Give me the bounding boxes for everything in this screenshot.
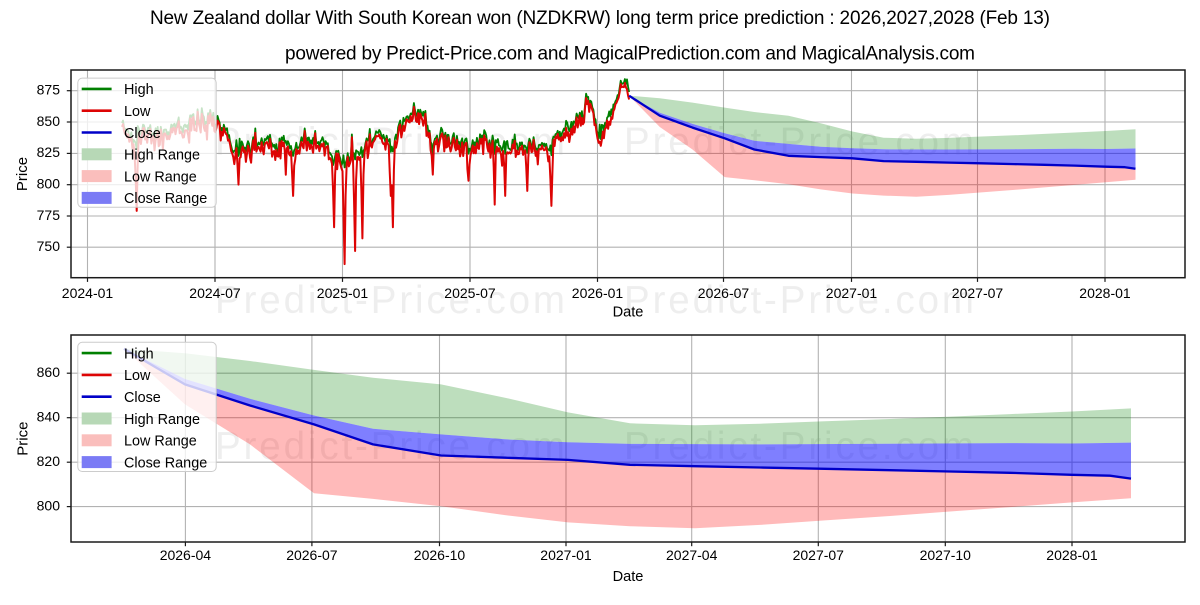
svg-text:2027-07: 2027-07: [952, 285, 1004, 301]
svg-text:850: 850: [37, 113, 61, 129]
svg-text:2025-01: 2025-01: [317, 285, 369, 301]
svg-text:High Range: High Range: [124, 412, 200, 428]
svg-text:2024-01: 2024-01: [62, 285, 114, 301]
svg-text:Close: Close: [124, 390, 161, 406]
svg-text:Price: Price: [14, 157, 31, 191]
svg-text:Close: Close: [124, 126, 161, 142]
svg-text:Price: Price: [14, 422, 31, 456]
svg-text:Date: Date: [613, 305, 644, 321]
svg-text:825: 825: [37, 144, 61, 160]
svg-text:Predict-Price.com: Predict-Price.com: [624, 279, 974, 322]
svg-text:840: 840: [37, 409, 61, 425]
svg-text:2026-01: 2026-01: [572, 285, 624, 301]
svg-text:750: 750: [37, 238, 61, 254]
svg-text:2028-01: 2028-01: [1079, 285, 1131, 301]
svg-text:2024-07: 2024-07: [189, 285, 241, 301]
svg-text:2028-01: 2028-01: [1046, 547, 1098, 563]
svg-text:860: 860: [37, 364, 61, 380]
svg-text:2026-07: 2026-07: [286, 547, 338, 563]
svg-text:2027-04: 2027-04: [666, 547, 718, 563]
svg-text:Low Range: Low Range: [124, 434, 197, 450]
svg-text:Close Range: Close Range: [124, 455, 207, 471]
svg-text:High: High: [124, 82, 154, 98]
svg-text:2026-04: 2026-04: [160, 547, 212, 563]
svg-text:775: 775: [37, 207, 61, 223]
svg-text:Date: Date: [613, 569, 644, 585]
svg-text:Predict-Price.com: Predict-Price.com: [215, 279, 565, 322]
svg-text:820: 820: [37, 453, 61, 469]
svg-text:Low: Low: [124, 368, 151, 384]
svg-text:875: 875: [37, 82, 61, 98]
svg-text:800: 800: [37, 497, 61, 513]
svg-text:Low Range: Low Range: [124, 169, 197, 185]
svg-text:2026-07: 2026-07: [698, 285, 750, 301]
svg-text:2027-01: 2027-01: [540, 547, 592, 563]
svg-text:2026-10: 2026-10: [414, 547, 466, 563]
svg-text:800: 800: [37, 176, 61, 192]
svg-text:High: High: [124, 346, 154, 362]
svg-text:2025-07: 2025-07: [444, 285, 496, 301]
svg-text:2027-01: 2027-01: [826, 285, 878, 301]
svg-text:Close Range: Close Range: [124, 191, 207, 207]
svg-text:High Range: High Range: [124, 148, 200, 164]
svg-text:powered by Predict-Price.com a: powered by Predict-Price.com and Magical…: [285, 44, 975, 65]
svg-text:2027-10: 2027-10: [920, 547, 972, 563]
svg-text:2027-07: 2027-07: [793, 547, 845, 563]
svg-text:Low: Low: [124, 104, 151, 120]
svg-text:New Zealand dollar With South: New Zealand dollar With South Korean won…: [150, 8, 1050, 29]
